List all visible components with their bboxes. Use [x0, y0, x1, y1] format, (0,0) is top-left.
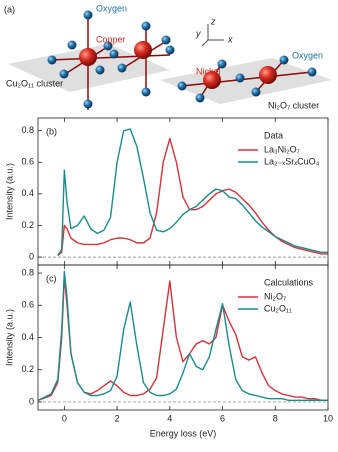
panel-label: (c): [46, 273, 57, 283]
bond: [49, 54, 171, 61]
x-tick-label: 6: [220, 413, 225, 423]
label: Ni₂O₇ cluster: [268, 100, 319, 110]
panel-label: (b): [46, 126, 57, 136]
label: Nickel: [196, 66, 221, 76]
y-tick-label: 0.8: [21, 125, 34, 135]
legend-label: La₂₋ₓSrₓCuO₄: [264, 156, 320, 166]
data-line: [57, 137, 328, 257]
y-tick-label: 0.4: [21, 332, 34, 342]
legend-label: Ni₂O₇: [264, 291, 286, 301]
oxygen-atoms: [47, 10, 175, 109]
x-tick-label: 0: [62, 413, 67, 423]
nickel-atom: [259, 66, 277, 84]
x-tick-label: 2: [115, 413, 120, 423]
y-tick-label: 0: [29, 251, 34, 261]
data-line: [37, 270, 328, 402]
bond: [181, 71, 313, 87]
label: Copper: [96, 34, 126, 44]
x-tick-label: 8: [273, 413, 278, 423]
y-tick-label: 0.8: [21, 267, 34, 277]
copper-atom: [134, 41, 152, 59]
y-tick-label: 0.2: [21, 220, 34, 230]
data-line: [57, 128, 328, 256]
label: Oxygen: [292, 50, 323, 60]
copper-atom: [79, 48, 97, 66]
plane: [160, 58, 332, 104]
axis-x: x: [227, 34, 233, 44]
nickel-atom: [203, 71, 221, 89]
cluster-diagram: (a) Oxygen Copper Cu₂O₁₁ cluster x z y: [4, 3, 332, 110]
x-tick-label: 4: [167, 413, 172, 423]
axes-glyph: [201, 24, 224, 47]
y-axis-label: Intensity (a.u.): [4, 163, 14, 220]
y-tick-label: 0.6: [21, 157, 34, 167]
y-tick-label: 0.2: [21, 364, 34, 374]
legend-label: Cu₂O₁₁: [264, 303, 292, 313]
axis-y: y: [195, 28, 201, 38]
axis-z: z: [210, 16, 216, 26]
panel-label: (a): [4, 4, 15, 14]
y-tick-label: 0: [29, 396, 34, 406]
oxygen-atoms: [177, 55, 317, 103]
legend-title: Data: [264, 130, 283, 140]
y-axis-label: Intensity (a.u.): [4, 309, 14, 366]
x-tick-label: 10: [323, 413, 333, 423]
y-tick-label: 0.4: [21, 188, 34, 198]
charts: 0 0.2 0.4 0.6 0.8 Intensity (a.u.) (b) Data La₃N…: [4, 117, 333, 438]
label: Oxygen: [96, 3, 127, 13]
legend-label: La₃Ni₂O₇: [264, 144, 300, 154]
x-axis-label: Energy loss (eV): [150, 428, 217, 438]
legend-title: Calculations: [264, 277, 314, 287]
label: Cu₂O₁₁ cluster: [6, 78, 63, 88]
y-tick-label: 0.6: [21, 300, 34, 310]
